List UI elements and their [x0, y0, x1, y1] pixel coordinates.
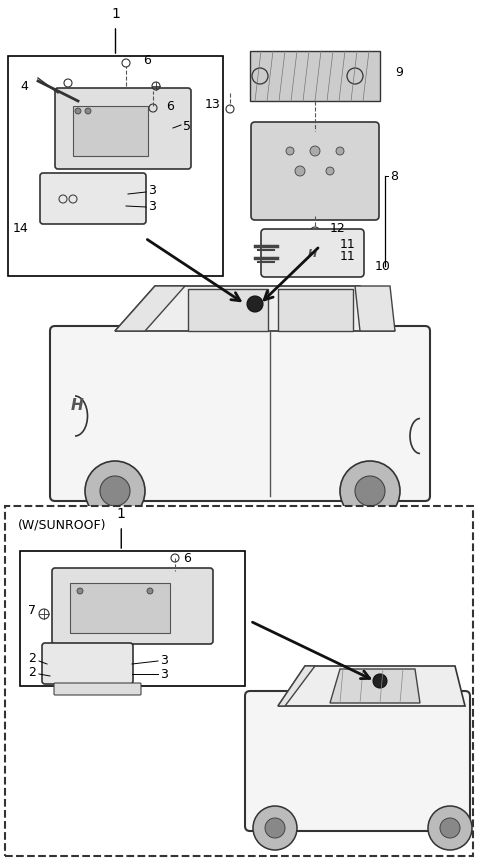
Circle shape: [77, 588, 83, 594]
Polygon shape: [278, 666, 465, 706]
Bar: [250, 51, 380, 101]
Text: 13: 13: [205, 98, 221, 111]
Text: 1: 1: [111, 7, 120, 21]
Text: 9: 9: [395, 67, 403, 80]
Text: 6: 6: [143, 55, 151, 68]
Text: 3: 3: [148, 184, 156, 197]
Text: 11: 11: [340, 249, 356, 262]
Text: 6: 6: [183, 552, 191, 565]
Circle shape: [253, 806, 297, 850]
Text: 3: 3: [148, 199, 156, 212]
Text: 6: 6: [166, 100, 174, 113]
Text: 14: 14: [13, 222, 29, 235]
Circle shape: [340, 461, 400, 521]
Text: 4: 4: [20, 80, 28, 93]
Bar: [188, 289, 268, 331]
Circle shape: [85, 461, 145, 521]
Text: 12: 12: [330, 223, 346, 236]
Polygon shape: [115, 286, 395, 331]
Bar: [8, 56, 223, 276]
Text: 3: 3: [160, 655, 168, 668]
Circle shape: [247, 296, 263, 312]
FancyBboxPatch shape: [42, 643, 133, 684]
Circle shape: [286, 147, 294, 155]
Circle shape: [440, 818, 460, 838]
FancyBboxPatch shape: [251, 122, 379, 220]
Text: 11: 11: [340, 237, 356, 250]
Circle shape: [100, 476, 130, 506]
FancyBboxPatch shape: [54, 683, 141, 695]
Bar: [20, 551, 245, 686]
Circle shape: [295, 166, 305, 176]
Text: 10: 10: [375, 260, 391, 273]
Polygon shape: [330, 669, 420, 703]
FancyBboxPatch shape: [50, 326, 430, 501]
FancyBboxPatch shape: [52, 568, 213, 644]
Text: 3: 3: [160, 668, 168, 681]
Circle shape: [75, 108, 81, 114]
FancyBboxPatch shape: [55, 88, 191, 169]
Circle shape: [265, 818, 285, 838]
Text: 2: 2: [28, 665, 36, 678]
Circle shape: [147, 588, 153, 594]
Text: H: H: [71, 398, 84, 413]
FancyBboxPatch shape: [40, 173, 146, 224]
Text: 5: 5: [183, 120, 191, 132]
Circle shape: [85, 108, 91, 114]
Bar: [73, 106, 148, 156]
FancyBboxPatch shape: [261, 229, 364, 277]
Circle shape: [428, 806, 472, 850]
Circle shape: [355, 476, 385, 506]
Polygon shape: [355, 286, 395, 331]
Text: H: H: [307, 249, 317, 259]
FancyBboxPatch shape: [245, 691, 470, 831]
Text: 8: 8: [390, 170, 398, 183]
Bar: [70, 583, 170, 633]
Text: (W/SUNROOF): (W/SUNROOF): [18, 518, 107, 531]
Polygon shape: [115, 286, 185, 331]
Text: 2: 2: [28, 651, 36, 664]
Bar: [5, 506, 473, 856]
Bar: [278, 289, 353, 331]
Circle shape: [326, 167, 334, 175]
Circle shape: [310, 146, 320, 156]
Text: 7: 7: [28, 604, 36, 617]
Polygon shape: [278, 666, 315, 706]
Text: 1: 1: [117, 507, 126, 521]
Circle shape: [373, 674, 387, 688]
Circle shape: [336, 147, 344, 155]
